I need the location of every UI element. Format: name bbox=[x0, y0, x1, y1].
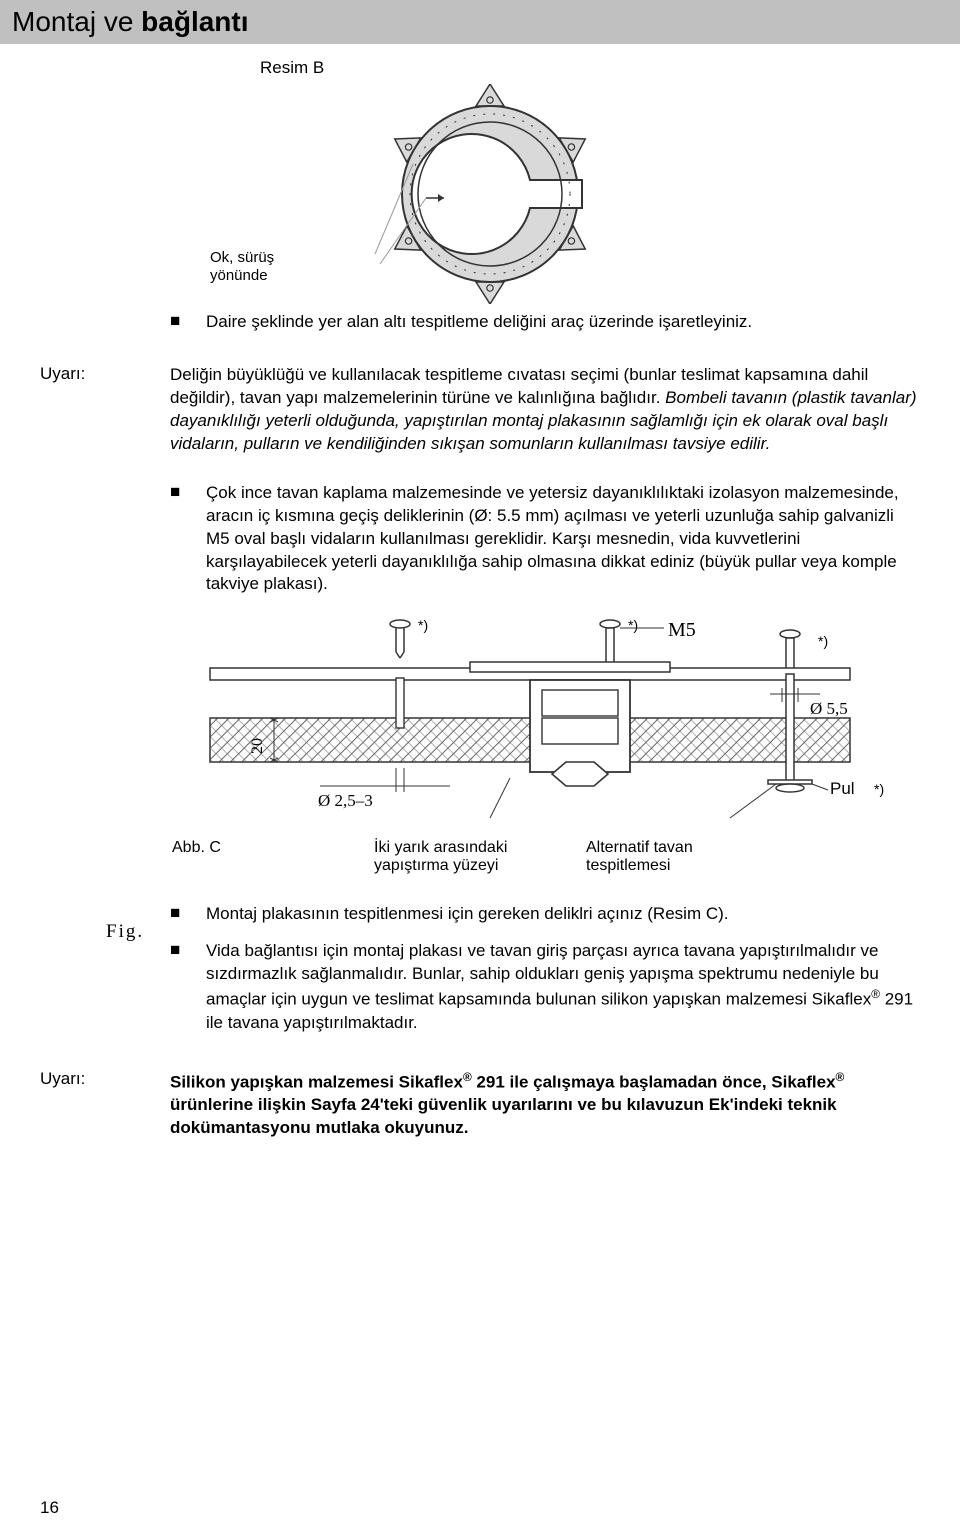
figure-b-label: Resim B bbox=[260, 58, 920, 78]
glue-surface: İki yarık arasındaki yapıştırma yüzeyi bbox=[374, 839, 584, 875]
title-text: Montaj ve bbox=[12, 6, 141, 37]
bullet-2: ■ Çok ince tavan kaplama malzemesinde ve… bbox=[170, 482, 920, 597]
bullet-marker: ■ bbox=[170, 482, 206, 597]
bullet-marker: ■ bbox=[170, 903, 206, 923]
figure-c-labels: Abb. C İki yarık arasındaki yapıştırma y… bbox=[170, 837, 788, 877]
alt-fix: Alternatif tavan tespitlemesi bbox=[586, 839, 786, 875]
warn2-text: Silikon yapışkan malzemesi Sikaflex® 291… bbox=[170, 1069, 920, 1140]
bullet-4: ■ Vida bağlantısı için montaj plakası ve… bbox=[170, 940, 920, 1034]
warning-1: Uyarı: Deliğin büyüklüğü ve kullanılacak… bbox=[40, 364, 920, 456]
section-title: Montaj ve bağlantı bbox=[0, 0, 960, 44]
abb-c: Abb. C bbox=[172, 839, 372, 875]
figure-b-caption: Ok, sürüş yönünde bbox=[210, 249, 300, 285]
warning-label: Uyarı: bbox=[40, 1069, 170, 1140]
warning-label: Uyarı: bbox=[40, 364, 170, 456]
ast2: *) bbox=[628, 618, 638, 633]
fig-prefix: Fig. bbox=[106, 921, 144, 943]
ast4: *) bbox=[874, 781, 884, 797]
bullet-4-text: Vida bağlantısı için montaj plakası ve t… bbox=[206, 940, 920, 1034]
m5-label: M5 bbox=[668, 619, 696, 641]
bullet-2-text: Çok ince tavan kaplama malzemesinde ve y… bbox=[206, 482, 920, 597]
ast1: *) bbox=[418, 618, 428, 633]
bullet-1-text: Daire şeklinde yer alan altı tespitleme … bbox=[206, 311, 920, 334]
figure-b-svg bbox=[40, 84, 920, 309]
page-number: 16 bbox=[40, 1498, 59, 1518]
figure-c: *) *) *) M5 bbox=[170, 618, 920, 877]
dia-25-3: Ø 2,5–3 bbox=[318, 791, 373, 810]
title-bold: bağlantı bbox=[141, 6, 248, 37]
dia-55: Ø 5,5 bbox=[810, 699, 848, 718]
warning-2: Uyarı: Silikon yapışkan malzemesi Sikafl… bbox=[40, 1069, 920, 1140]
bullet-marker: ■ bbox=[170, 940, 206, 1034]
bullet-1: ■ Daire şeklinde yer alan altı tespitlem… bbox=[170, 311, 920, 334]
pul-label: Pul bbox=[830, 779, 855, 798]
dim-20: 20 bbox=[249, 738, 266, 754]
ast3: *) bbox=[818, 633, 828, 649]
bullet-3-text: Montaj plakasının tespitlenmesi için ger… bbox=[206, 903, 920, 926]
bullet-marker: ■ bbox=[170, 311, 206, 334]
bullet-3: ■ Fig. Montaj plakasının tespitlenmesi i… bbox=[170, 903, 920, 926]
